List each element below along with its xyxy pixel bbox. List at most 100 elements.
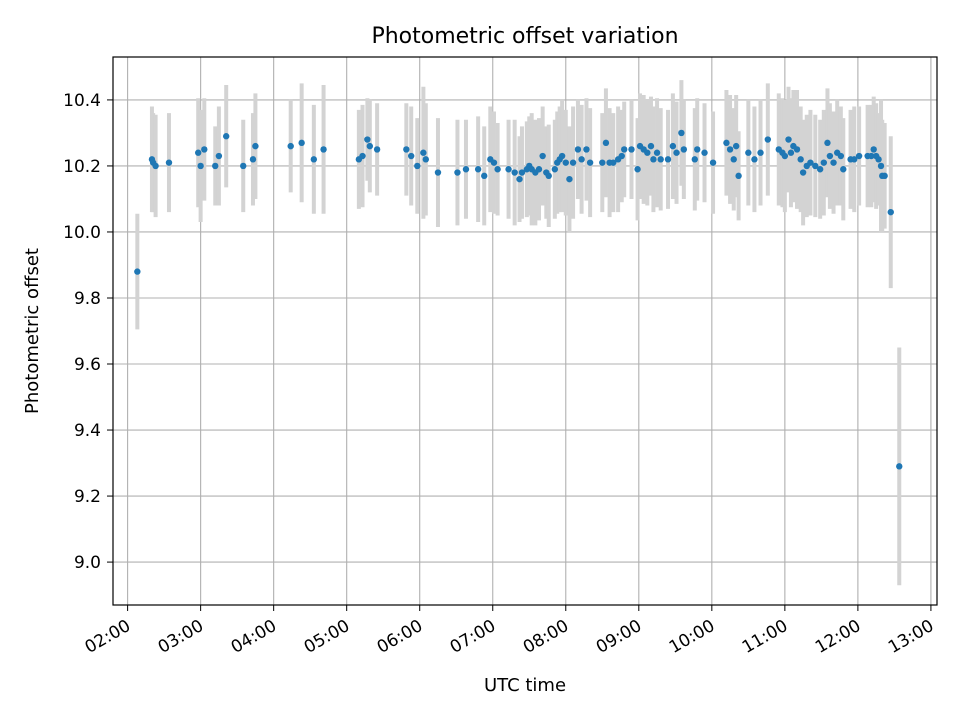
y-tick-label: 10.2 <box>63 157 101 177</box>
data-point <box>875 156 882 163</box>
data-point <box>215 152 223 160</box>
data-point <box>735 172 742 180</box>
data-point <box>569 159 577 166</box>
y-axis-ticks: 9.0 9.2 9.4 9.6 9.8 10.0 10.2 10.4 <box>63 91 113 573</box>
data-point <box>797 156 804 163</box>
data-point <box>799 169 807 176</box>
data-point <box>602 139 610 147</box>
data-point <box>709 159 717 166</box>
data-point <box>730 156 737 163</box>
data-point <box>691 156 698 163</box>
data-point <box>830 159 837 166</box>
data-point <box>634 166 641 173</box>
data-point <box>474 166 482 173</box>
data-point <box>287 142 294 150</box>
data-point <box>545 172 552 180</box>
data-point <box>511 169 518 176</box>
data-point <box>134 268 141 275</box>
data-point <box>420 149 427 156</box>
data-point <box>481 172 488 180</box>
data-point <box>152 162 159 170</box>
data-point <box>366 142 374 150</box>
data-point <box>620 146 628 153</box>
data-point <box>757 149 764 156</box>
data-point <box>578 156 585 163</box>
data-point <box>647 142 655 150</box>
data-point <box>650 156 657 163</box>
y-tick-label: 9.4 <box>74 421 101 441</box>
data-point <box>745 149 752 156</box>
data-point <box>414 162 421 170</box>
data-point <box>505 166 512 173</box>
y-tick-label: 9.8 <box>74 289 101 309</box>
data-point <box>454 169 461 176</box>
data-point <box>653 149 661 156</box>
data-point <box>694 146 701 153</box>
data-point <box>851 156 858 163</box>
chart-title: Photometric offset variation <box>371 24 678 49</box>
data-point <box>678 129 685 137</box>
data-point <box>751 156 758 163</box>
data-point <box>868 152 875 160</box>
y-tick-label: 10.4 <box>63 91 101 111</box>
data-point <box>669 142 677 150</box>
y-tick-label: 9.0 <box>74 553 101 573</box>
data-point <box>785 136 792 143</box>
y-tick-label: 10.0 <box>63 223 101 243</box>
data-point <box>252 142 259 150</box>
data-point <box>826 152 834 160</box>
data-point <box>887 208 894 216</box>
data-point <box>240 162 247 170</box>
data-point <box>726 146 734 153</box>
data-point <box>434 169 442 176</box>
data-point <box>781 152 789 160</box>
data-point <box>562 159 569 166</box>
data-point <box>320 146 327 153</box>
data-point <box>840 166 847 173</box>
data-point <box>490 159 498 166</box>
data-point <box>816 166 824 173</box>
data-point <box>618 152 625 160</box>
y-tick-label: 9.2 <box>74 487 101 507</box>
data-point <box>197 162 204 170</box>
data-point <box>165 159 173 166</box>
x-axis-label: UTC time <box>484 675 566 696</box>
data-point <box>610 159 617 166</box>
data-point <box>373 146 381 153</box>
data-point <box>249 156 257 163</box>
data-point <box>535 166 543 173</box>
data-point <box>558 152 566 160</box>
data-point <box>298 139 305 147</box>
data-point <box>364 136 371 143</box>
data-point <box>701 149 708 156</box>
data-point <box>201 146 208 153</box>
data-point <box>583 146 590 153</box>
data-point <box>881 172 888 180</box>
y-axis-label: Photometric offset <box>22 248 43 414</box>
data-point <box>787 149 795 156</box>
y-tick-label: 9.6 <box>74 355 101 375</box>
data-point <box>359 152 366 160</box>
data-point <box>764 136 772 143</box>
data-point <box>462 166 470 173</box>
data-point <box>812 162 819 170</box>
data-point <box>824 139 831 147</box>
data-point <box>574 146 582 153</box>
data-point <box>870 146 877 153</box>
data-point <box>407 152 415 160</box>
data-point <box>494 166 501 173</box>
data-point <box>194 149 202 156</box>
data-point <box>807 159 814 166</box>
data-point <box>793 146 801 153</box>
data-point <box>877 162 885 170</box>
data-point <box>212 162 219 170</box>
data-point <box>820 159 828 166</box>
data-point <box>403 146 410 153</box>
data-point <box>628 146 635 153</box>
data-point <box>673 149 680 156</box>
data-point <box>896 463 903 470</box>
data-point <box>566 175 573 183</box>
data-point <box>516 175 523 183</box>
